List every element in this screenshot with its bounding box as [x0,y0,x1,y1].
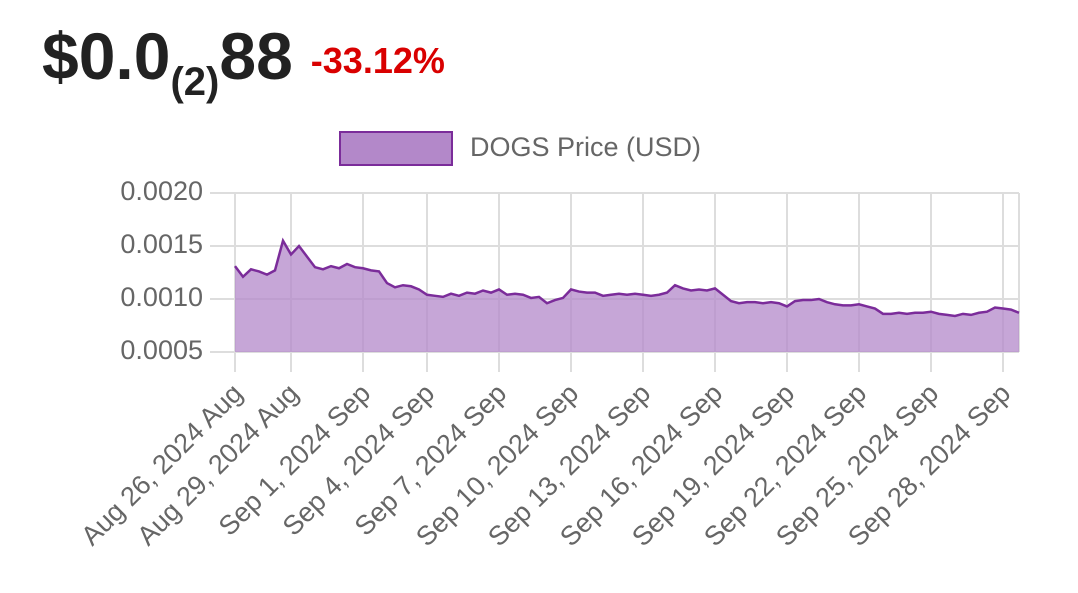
price-main: $0.0 [42,19,171,93]
y-tick-label: 0.0010 [120,282,203,312]
price-zeros: (2) [170,60,220,104]
price-line [234,237,1020,318]
y-tick-label: 0.0020 [120,176,203,206]
y-tick-label: 0.0005 [120,335,203,365]
price-header: $0.0(2)88 -33.12% [42,18,445,104]
y-tick-label: 0.0015 [120,229,203,259]
legend-label: DOGS Price (USD) [470,132,701,162]
area-fill [235,240,1019,352]
legend-swatch [339,131,453,166]
price-digits: 88 [219,19,293,93]
price-change: -33.12% [310,40,445,81]
